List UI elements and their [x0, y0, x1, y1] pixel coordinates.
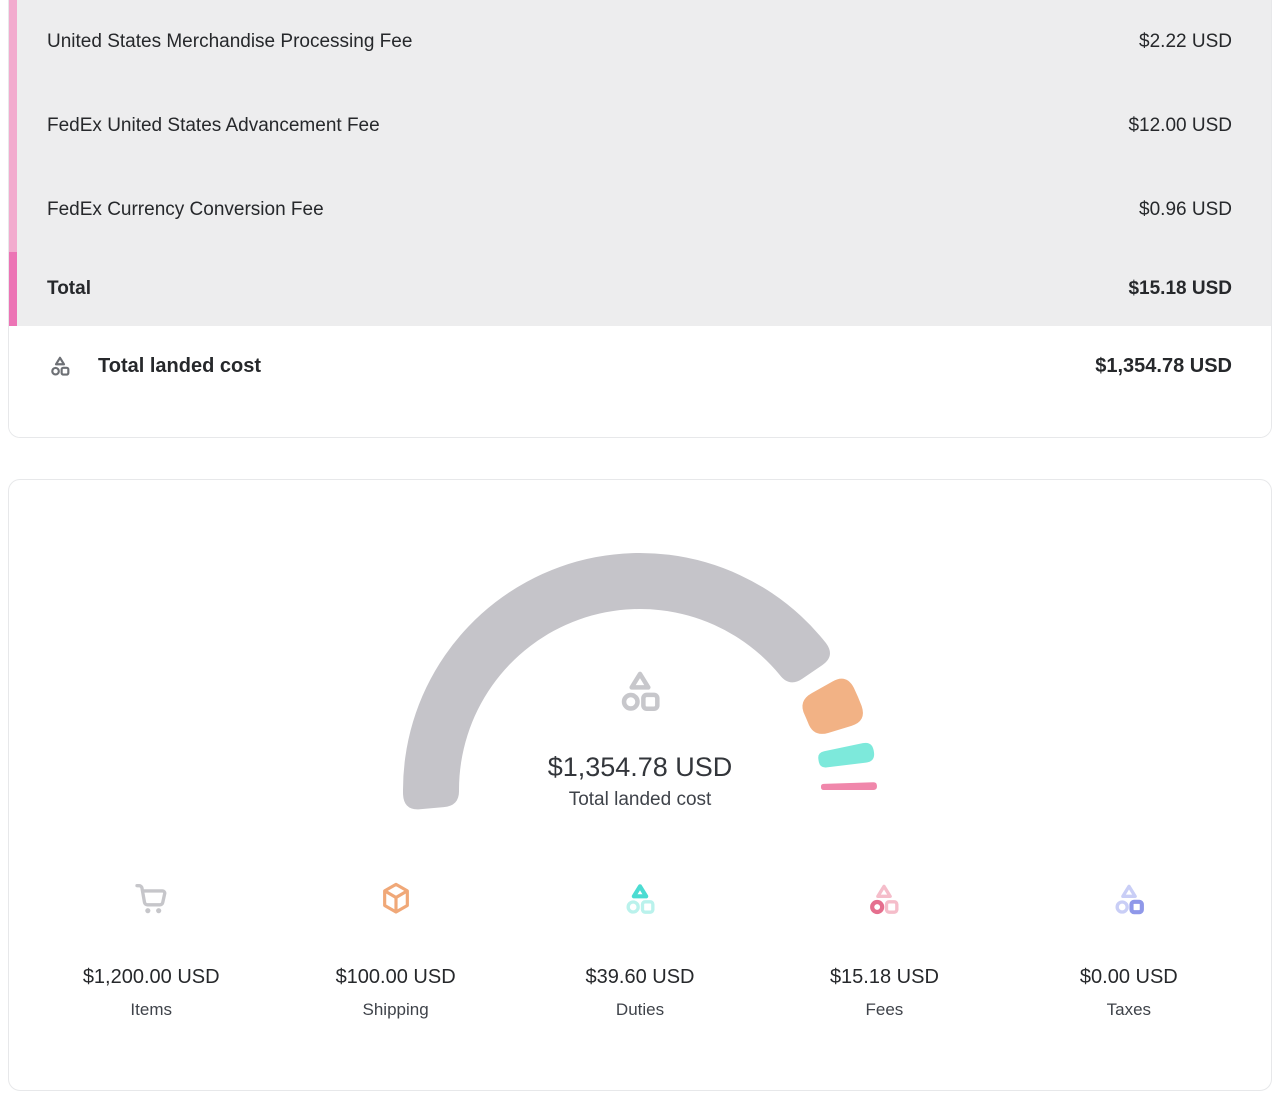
stat-amount: $0.00 USD — [1080, 964, 1178, 990]
landed-cost-icon — [613, 664, 667, 723]
accent-stripe — [9, 0, 17, 326]
stat-amount: $15.18 USD — [830, 964, 939, 990]
stat-taxes: $0.00 USD Taxes — [1007, 879, 1251, 1021]
stat-label: Shipping — [363, 999, 429, 1021]
fee-label: United States Merchandise Processing Fee — [47, 31, 412, 53]
landed-cost-icon — [47, 353, 73, 379]
fee-label: FedEx United States Advancement Fee — [47, 115, 380, 137]
fees-total-label: Total — [47, 278, 91, 300]
stat-label: Duties — [616, 999, 664, 1021]
cost-breakdown-stats: $1,200.00 USD Items $100.00 USD Shipping $… — [9, 879, 1271, 1021]
fees-total-amount: $15.18 USD — [1128, 278, 1232, 300]
stat-fees: $15.18 USD Fees — [762, 879, 1006, 1021]
fee-amount: $12.00 USD — [1128, 115, 1232, 137]
duties-shapes-icon — [620, 879, 660, 919]
total-landed-cost-amount: $1,354.78 USD — [1095, 352, 1232, 380]
stat-label: Taxes — [1107, 999, 1151, 1021]
package-icon — [376, 879, 416, 919]
stat-amount: $100.00 USD — [336, 964, 456, 990]
fee-row: FedEx Currency Conversion Fee $0.96 USD — [9, 168, 1271, 252]
fee-rows: United States Merchandise Processing Fee… — [9, 0, 1271, 252]
accent-stripe-light — [9, 0, 17, 252]
fee-amount: $0.96 USD — [1139, 199, 1232, 221]
gauge-center-value: $1,354.78 USD — [548, 751, 733, 783]
gauge-chart: $1,354.78 USD Total landed cost — [360, 500, 920, 830]
landed-cost-chart-card: $1,354.78 USD Total landed cost $1,200.0… — [8, 479, 1272, 1091]
total-landed-cost-label: Total landed cost — [98, 352, 261, 380]
fee-amount: $2.22 USD — [1139, 31, 1232, 53]
stat-amount: $39.60 USD — [586, 964, 695, 990]
stat-label: Items — [130, 999, 172, 1021]
fees-shapes-icon — [864, 879, 904, 919]
accent-stripe-dark — [9, 252, 17, 326]
fees-table: United States Merchandise Processing Fee… — [9, 0, 1271, 326]
stat-items: $1,200.00 USD Items — [29, 879, 273, 1021]
fee-label: FedEx Currency Conversion Fee — [47, 199, 324, 221]
fees-breakdown-card: United States Merchandise Processing Fee… — [8, 0, 1272, 438]
stat-shipping: $100.00 USD Shipping — [273, 879, 517, 1021]
stat-label: Fees — [866, 999, 904, 1021]
page: United States Merchandise Processing Fee… — [0, 0, 1280, 1091]
fee-row: United States Merchandise Processing Fee… — [9, 0, 1271, 84]
stat-duties: $39.60 USD Duties — [518, 879, 762, 1021]
total-landed-cost-row: Total landed cost $1,354.78 USD — [9, 326, 1271, 437]
gauge-center: $1,354.78 USD Total landed cost — [360, 664, 920, 812]
gauge-center-label: Total landed cost — [569, 788, 712, 812]
stat-amount: $1,200.00 USD — [83, 964, 220, 990]
cart-icon — [131, 879, 171, 919]
fees-total-row: Total $15.18 USD — [9, 252, 1271, 326]
fee-row: FedEx United States Advancement Fee $12.0… — [9, 84, 1271, 168]
taxes-shapes-icon — [1109, 879, 1149, 919]
